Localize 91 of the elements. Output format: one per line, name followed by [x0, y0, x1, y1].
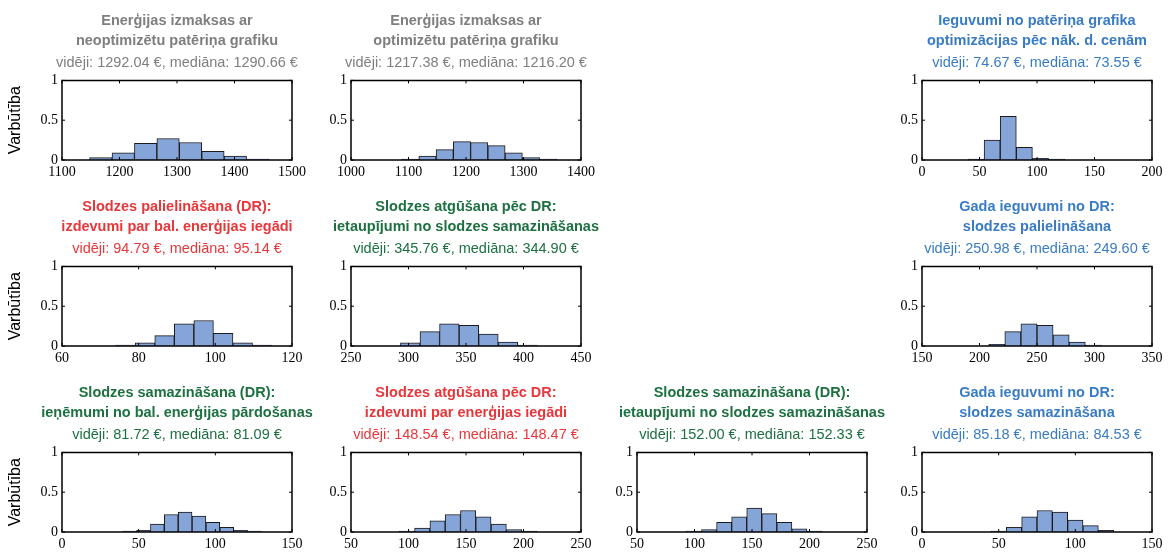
- y-tick-label: 1: [911, 72, 918, 88]
- y-tick-label: 0.5: [329, 483, 347, 499]
- x-tick-label: 1400: [220, 164, 249, 180]
- y-tick-label: 1: [911, 258, 918, 274]
- y-tick-label: 1: [340, 258, 347, 274]
- x-tick-label: 50: [630, 536, 644, 552]
- chart-subtitle: vidēji: 345.76 €, mediāna: 344.90 €: [352, 240, 580, 256]
- x-tick-label: 300: [398, 350, 419, 366]
- x-tick-label: 50: [344, 536, 358, 552]
- chart-title: Gada ieguvumi no DR: slodzes palielināšana: [958, 197, 1116, 236]
- y-tick-label: 0: [911, 151, 918, 167]
- x-tick-label: 100: [1026, 164, 1048, 180]
- y-tick-label: 1: [626, 444, 633, 460]
- x-tick-label: 1400: [567, 164, 595, 180]
- y-tick-label: 0: [51, 337, 58, 353]
- chart-subtitle: vidēji: 1217.38 €, mediāna: 1216.20 €: [344, 54, 588, 70]
- x-tick-label: 1300: [163, 164, 191, 180]
- y-tick-label: 0.5: [900, 483, 918, 499]
- x-tick-label: 1200: [105, 164, 134, 180]
- x-tick-label: 150: [741, 536, 763, 552]
- y-tick-label: 0: [340, 337, 347, 353]
- x-tick-label: 1300: [509, 164, 538, 180]
- chart-subtitle: vidēji: 85.18 €, mediāna: 84.53 €: [931, 426, 1143, 442]
- y-tick-label: 1: [340, 444, 347, 460]
- x-tick-label: 100: [204, 350, 226, 366]
- x-tick-label: 80: [131, 350, 146, 366]
- x-tick-label: 150: [455, 536, 477, 552]
- y-tick-label: 0: [911, 337, 918, 353]
- x-tick-label: 60: [55, 350, 69, 366]
- y-tick-label: 1: [340, 72, 347, 88]
- x-tick-label: 200: [513, 536, 534, 552]
- y-tick-label: 0: [51, 523, 58, 539]
- y-tick-label: 0.5: [40, 297, 58, 313]
- x-tick-label: 200: [969, 350, 990, 366]
- x-tick-label: 100: [204, 536, 226, 552]
- y-tick-label: 0.5: [329, 111, 347, 127]
- y-axis-title: Varbūtība: [6, 86, 24, 155]
- x-tick-label: 350: [455, 350, 477, 366]
- y-tick-label: 1: [51, 444, 58, 460]
- x-tick-label: 250: [1026, 350, 1048, 366]
- x-tick-label: 50: [991, 536, 1006, 552]
- y-tick-label: 1: [51, 72, 58, 88]
- x-tick-label: 150: [281, 536, 303, 552]
- chart-subtitle: vidēji: 74.67 €, mediāna: 73.55 €: [931, 54, 1143, 70]
- x-tick-label: 50: [131, 536, 146, 552]
- y-axis-title: Varbūtība: [6, 458, 24, 527]
- x-tick-label: 100: [684, 536, 705, 552]
- x-tick-label: 400: [513, 350, 534, 366]
- y-tick-label: 0: [626, 523, 633, 539]
- y-tick-label: 0: [911, 523, 918, 539]
- x-tick-label: 50: [972, 164, 987, 180]
- y-tick-label: 0.5: [900, 297, 918, 313]
- y-tick-label: 0: [340, 523, 347, 539]
- y-tick-label: 0.5: [40, 483, 58, 499]
- x-tick-label: 250: [570, 536, 592, 552]
- chart-title: Gada ieguvumi no DR: slodzes samazināšana: [958, 383, 1116, 422]
- x-tick-label: 200: [1141, 164, 1163, 180]
- x-tick-label: 120: [281, 350, 303, 366]
- x-tick-label: 100: [398, 536, 419, 552]
- x-tick-label: 150: [1141, 536, 1163, 552]
- x-tick-label: 350: [1141, 350, 1163, 366]
- chart-subtitle: vidēji: 250.98 €, mediāna: 249.60 €: [923, 240, 1151, 256]
- x-tick-label: 100: [1064, 536, 1086, 552]
- x-tick-label: 300: [1084, 350, 1105, 366]
- x-tick-label: 150: [911, 350, 933, 366]
- chart-subtitle: vidēji: 94.79 €, mediāna: 95.14 €: [71, 240, 283, 256]
- x-tick-label: 150: [1084, 164, 1105, 180]
- chart-subtitle: vidēji: 1292.04 €, mediāna: 1290.66 €: [55, 54, 299, 70]
- x-tick-label: 250: [340, 350, 362, 366]
- y-tick-label: 1: [911, 444, 918, 460]
- y-axis-title: Varbūtība: [6, 272, 24, 341]
- chart-subtitle: vidēji: 152.00 €, mediāna: 152.33 €: [638, 426, 866, 442]
- chart-title: Enerģijas izmaksas ar neoptimizētu patēriņa grafiku: [74, 11, 280, 50]
- x-tick-label: 1500: [278, 164, 306, 180]
- x-tick-label: 250: [856, 536, 878, 552]
- x-tick-label: 1000: [337, 164, 365, 180]
- y-tick-label: 0.5: [329, 297, 347, 313]
- chart-subtitle: vidēji: 148.54 €, mediāna: 148.47 €: [352, 426, 580, 442]
- x-tick-label: 1100: [394, 164, 423, 180]
- chart-title: Enerģijas izmaksas ar optimizētu patēriņa grafiku: [372, 11, 560, 50]
- x-tick-label: 1200: [452, 164, 480, 180]
- y-tick-label: 0: [51, 151, 58, 167]
- y-tick-label: 0: [340, 151, 347, 167]
- y-tick-label: 0.5: [40, 111, 58, 127]
- x-tick-label: 450: [570, 350, 592, 366]
- y-tick-label: 1: [51, 258, 58, 274]
- x-tick-label: 1100: [48, 164, 76, 180]
- chart-subtitle: vidēji: 81.72 €, mediāna: 81.09 €: [71, 426, 283, 442]
- y-tick-label: 0.5: [615, 483, 633, 499]
- x-tick-label: 200: [799, 536, 820, 552]
- y-tick-label: 0.5: [900, 111, 918, 127]
